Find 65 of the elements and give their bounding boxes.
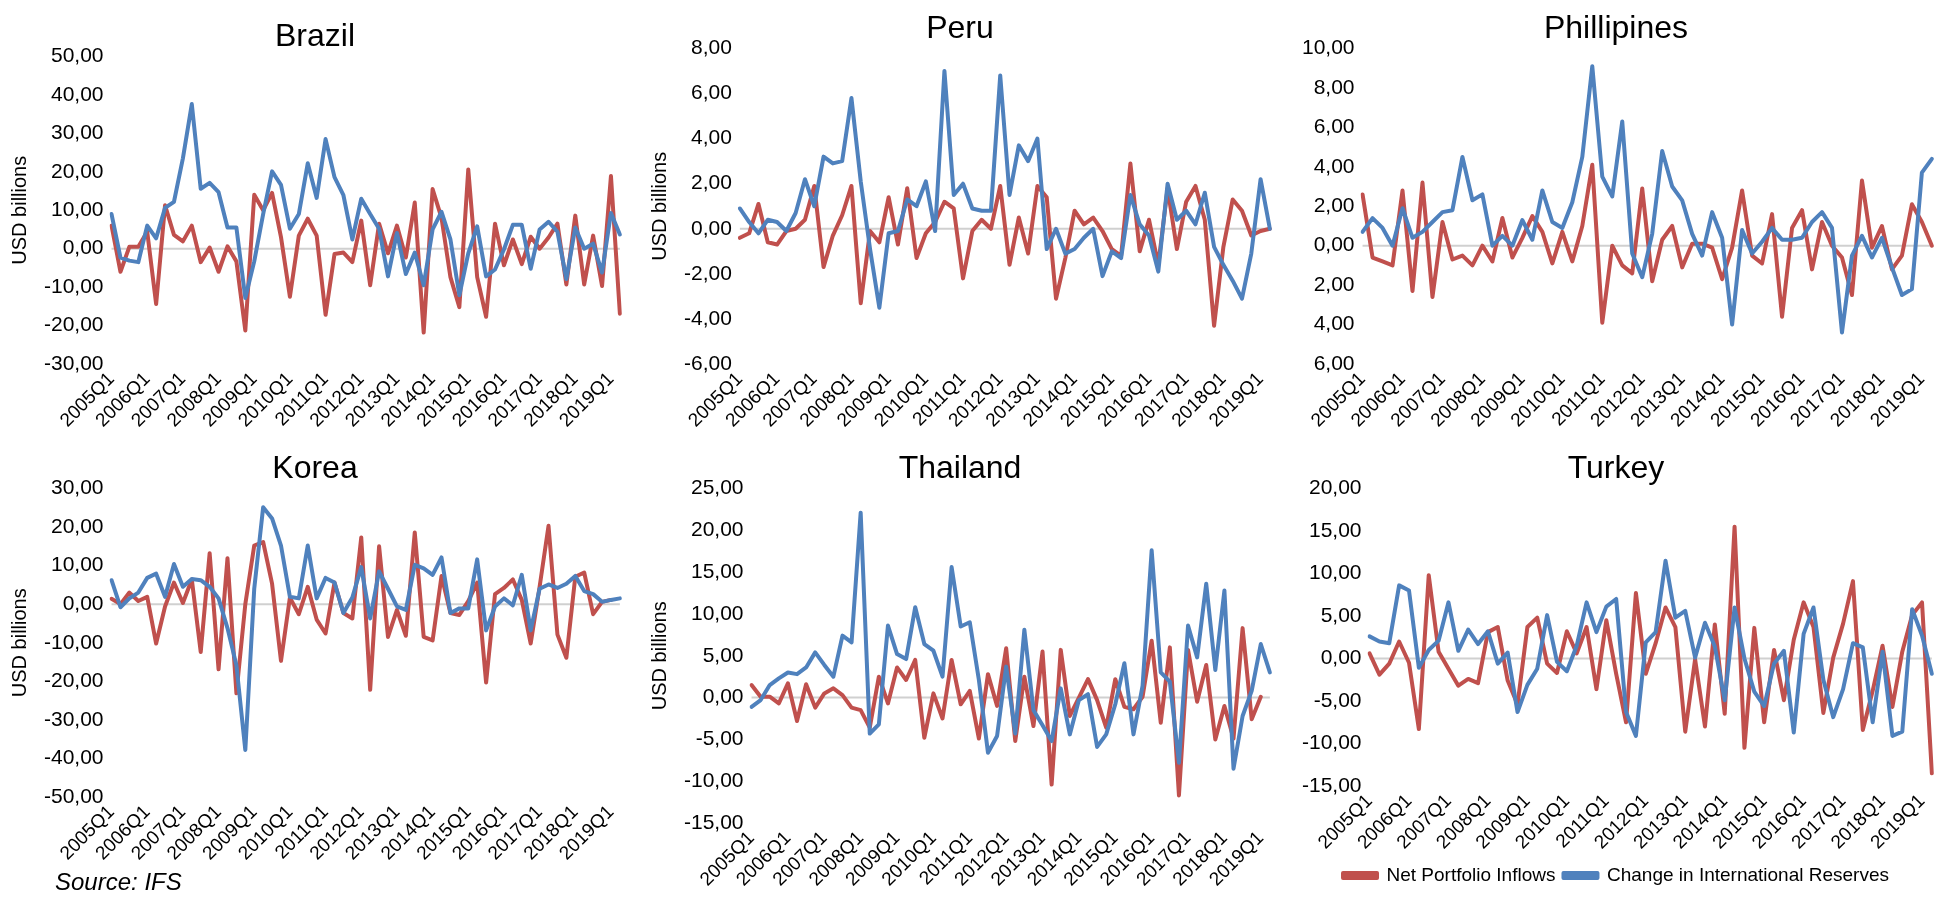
y-tick-label: 30,00 <box>50 120 104 144</box>
y-tick-label: 4,00 <box>1313 153 1355 177</box>
y-axis-title: USD billions <box>7 155 30 265</box>
y-tick-label: 0,00 <box>690 215 732 239</box>
y-tick-label: 0,00 <box>1313 232 1355 256</box>
y-tick-label: 4,00 <box>1313 311 1355 335</box>
y-tick-label: 20,00 <box>50 158 104 182</box>
y-tick-label: 10,00 <box>50 552 104 576</box>
legend-label: Change in International Reserves <box>1606 863 1889 885</box>
y-tick-label: -15,00 <box>684 809 744 833</box>
y-tick-label: -15,00 <box>1302 772 1362 796</box>
y-tick-label: -20,00 <box>44 668 104 692</box>
y-tick-label: 20,00 <box>50 513 104 537</box>
chart-title: Turkey <box>1567 449 1665 486</box>
y-tick-label: 30,00 <box>50 475 104 499</box>
y-tick-label: 6,00 <box>1313 114 1355 138</box>
y-tick-label: 2,00 <box>690 170 732 194</box>
y-axis-title: USD billions <box>647 151 670 261</box>
chart-title: Thailand <box>898 449 1022 486</box>
y-tick-label: 20,00 <box>690 517 744 541</box>
y-tick-label: 2,00 <box>1313 193 1355 217</box>
chart-title: Peru <box>926 9 994 46</box>
y-tick-label: -20,00 <box>44 312 104 336</box>
y-tick-label: 6,00 <box>690 80 732 104</box>
chart-title: Brazil <box>274 17 356 54</box>
y-tick-label: 40,00 <box>50 81 104 105</box>
y-tick-label: 0,00 <box>1320 645 1362 669</box>
y-tick-label: 5,00 <box>702 642 744 666</box>
y-tick-label: -50,00 <box>44 783 104 807</box>
y-tick-label: 4,00 <box>690 125 732 149</box>
y-tick-label: 2,00 <box>1313 271 1355 295</box>
y-tick-label: 10,00 <box>1301 35 1355 59</box>
y-tick-label: -4,00 <box>683 305 732 329</box>
y-tick-label: -10,00 <box>684 768 744 792</box>
y-tick-label: 0,00 <box>62 235 104 259</box>
y-tick-label: 10,00 <box>690 600 744 624</box>
y-axis-title: USD billions <box>7 588 30 698</box>
y-tick-label: 50,00 <box>50 43 104 67</box>
y-tick-label: 15,00 <box>690 558 744 582</box>
chart-title: Korea <box>272 449 358 486</box>
y-tick-label: -30,00 <box>44 350 104 374</box>
y-tick-label: 10,00 <box>50 197 104 221</box>
y-axis-title: USD billions <box>647 601 670 711</box>
y-tick-label: 0,00 <box>702 684 744 708</box>
y-tick-label: 25,00 <box>690 475 744 499</box>
y-tick-label: 8,00 <box>690 35 732 59</box>
legend-label: Net Portfolio Inflows <box>1386 863 1556 885</box>
y-tick-label: 0,00 <box>62 590 104 614</box>
y-tick-label: 5,00 <box>1320 602 1362 626</box>
y-tick-label: 8,00 <box>1313 74 1355 98</box>
y-tick-label: -10,00 <box>44 629 104 653</box>
source-note: Source: IFS <box>55 867 182 895</box>
chart-title: Phillipines <box>1543 9 1689 46</box>
y-tick-label: -2,00 <box>683 260 732 284</box>
y-tick-label: -5,00 <box>695 726 744 750</box>
y-tick-label: -40,00 <box>44 745 104 769</box>
y-tick-label: 10,00 <box>1308 560 1362 584</box>
y-tick-label: 20,00 <box>1308 475 1362 499</box>
y-tick-label: -6,00 <box>683 350 732 374</box>
y-tick-label: -5,00 <box>1313 687 1362 711</box>
y-tick-label: -10,00 <box>1302 730 1362 754</box>
y-tick-label: 15,00 <box>1308 517 1362 541</box>
y-tick-label: -10,00 <box>44 273 104 297</box>
y-tick-label: -30,00 <box>44 706 104 730</box>
y-tick-label: 6,00 <box>1313 350 1355 374</box>
